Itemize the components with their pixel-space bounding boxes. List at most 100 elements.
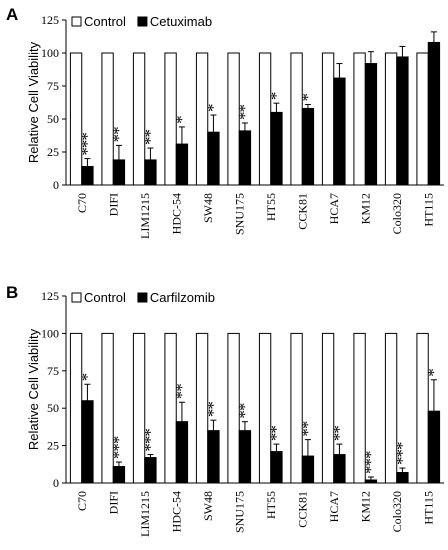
bar [427,410,441,484]
significance: *** [361,451,380,474]
y-tick-label: 50 [47,401,59,415]
bar [207,131,220,186]
bar [270,111,283,186]
significance: ** [203,402,222,418]
significance: * [77,373,96,381]
significance: * [266,92,285,100]
x-tick-label: SW48 [201,193,215,223]
y-tick-label: 50 [47,112,59,126]
bar [384,332,398,484]
x-tick-label: Colo320 [390,193,404,234]
legend-label: Control [84,290,126,305]
x-tick-label: DIFI [106,193,120,216]
panel-label: B [6,283,18,302]
significance: *** [109,436,128,459]
x-tick-label: HT115 [421,193,435,227]
x-tick-label: HT55 [264,193,278,221]
bar [290,332,303,484]
x-tick-label: CCK81 [295,491,309,528]
x-tick-label: DIFI [106,491,120,514]
y-tick-label: 25 [47,439,59,453]
y-tick-label: 75 [47,79,59,93]
bar [396,472,409,484]
x-tick-label: SNU175 [232,491,246,533]
y-tick-label: 0 [53,476,59,490]
y-tick-label: 100 [41,46,59,60]
bar [101,332,114,484]
x-tick-label: C70 [75,491,89,511]
legend-swatch [137,16,148,27]
x-tick-label: Colo320 [390,491,404,532]
legend-label: Carfilzomib [150,290,215,305]
x-tick-label: HT55 [264,491,278,519]
significance: ** [266,426,285,442]
bar [227,332,240,484]
significance: ** [235,104,254,119]
bar [227,52,240,186]
significance: *** [77,133,96,156]
bar [353,52,366,186]
legend-label: Control [84,14,126,29]
bar [144,457,157,484]
bar [132,332,146,484]
x-tick-label: HDC-54 [169,491,183,532]
bar [270,451,283,484]
x-tick-label: CCK81 [295,193,309,230]
legend-swatch [71,16,82,27]
bar [333,77,346,186]
bar [301,455,315,484]
significance: ** [109,127,128,143]
x-tick-label: HT115 [421,491,435,525]
bar [301,107,315,186]
bar [81,400,94,484]
bar [416,52,429,186]
x-tick-label: LIM1215 [138,491,152,537]
bar [207,430,220,484]
bar [132,52,146,186]
y-tick-label: 125 [41,289,59,303]
bar [321,52,335,186]
x-tick-label: SW48 [201,491,215,521]
bar [164,52,177,186]
y-tick-label: 25 [47,145,59,159]
bar [195,52,209,186]
bar [144,159,157,186]
y-tick-label: 0 [53,178,59,192]
bar [258,332,272,484]
bar [101,52,114,186]
bar [416,332,429,484]
bar [69,332,83,484]
x-tick-label: LIM1215 [138,193,152,239]
bar [238,430,252,484]
bar [164,332,177,484]
x-tick-label: KM12 [358,193,372,224]
significance: * [203,104,222,112]
bar [364,63,378,186]
bar [112,159,126,186]
x-tick-label: KM12 [358,491,372,522]
x-tick-label: HCA7 [327,193,341,224]
bar [364,479,378,484]
legend-swatch [71,292,82,303]
bar [290,52,303,186]
legend-label: Cetuximab [150,14,212,29]
bar [353,332,366,484]
significance: ** [235,403,254,419]
panel-label: A [6,5,18,24]
significance: *** [392,442,411,465]
y-tick-label: 125 [41,13,59,27]
significance: ** [140,130,159,146]
bar [195,332,209,484]
x-tick-label: C70 [75,193,89,213]
y-tick-label: 100 [41,326,59,340]
bar [175,143,189,186]
x-tick-label: HDC-54 [169,193,183,234]
x-tick-label: HCA7 [327,491,341,522]
bar [427,41,441,186]
significance: * [172,116,191,124]
significance: ** [298,421,317,437]
y-axis-label: Relative Cell Viability [26,328,41,450]
significance: * [298,93,317,101]
significance: *** [140,429,159,452]
